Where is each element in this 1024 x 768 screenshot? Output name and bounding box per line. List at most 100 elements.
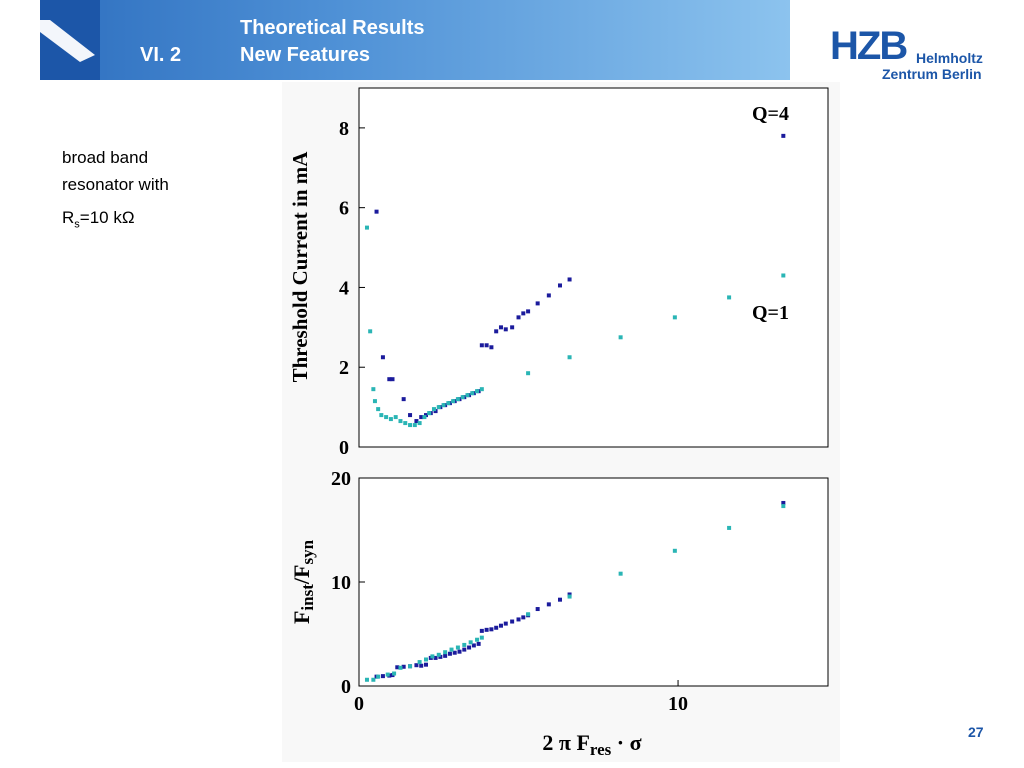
threshold-point-q1 <box>526 371 531 376</box>
bottom-x-tick-label: 0 <box>354 693 364 715</box>
threshold-point-q4 <box>374 209 379 214</box>
rs-subscript: s <box>74 218 80 231</box>
frequency-point-q1 <box>618 571 623 576</box>
x-label-2pi: 2 π F <box>542 730 590 755</box>
bottom-ticks: 0 10 20 0 10 <box>331 468 688 715</box>
description-line-1: broad band <box>62 148 149 167</box>
page-number: 27 <box>968 724 984 740</box>
threshold-point-q1 <box>393 415 398 420</box>
threshold-point-q1 <box>384 415 389 420</box>
threshold-point-q4 <box>546 293 551 298</box>
frequency-point-q1 <box>672 548 677 553</box>
chevron-decoration-icon <box>40 20 95 62</box>
top-plot-frame <box>358 87 829 448</box>
frequency-point-q4 <box>438 654 443 659</box>
frequency-point-q1 <box>392 671 397 676</box>
frequency-point-q4 <box>479 628 484 633</box>
threshold-point-q4 <box>498 325 503 330</box>
x-axis-label: 2 π Fres · σ <box>542 730 641 759</box>
frequency-point-q1 <box>781 504 786 509</box>
frequency-point-q1 <box>376 674 381 679</box>
threshold-point-q4 <box>521 311 526 316</box>
resistance-value: Rs=10 kΩ <box>62 204 169 238</box>
frequency-point-q4 <box>521 615 526 620</box>
threshold-point-q4 <box>401 397 406 402</box>
frequency-point-q1 <box>462 642 467 647</box>
frequency-point-q4 <box>567 592 572 597</box>
description-text: broad band resonator with Rs=10 kΩ <box>62 144 169 238</box>
frequency-point-q1 <box>364 677 369 682</box>
threshold-point-q1 <box>417 421 422 426</box>
header-band <box>40 0 790 80</box>
threshold-point-q4 <box>387 377 392 382</box>
frequency-point-q1 <box>727 525 732 530</box>
frequency-point-q4 <box>781 500 786 505</box>
threshold-point-q1 <box>465 393 470 398</box>
threshold-point-q1 <box>431 407 436 412</box>
threshold-point-q1 <box>781 273 786 278</box>
frequency-point-q1 <box>424 657 428 662</box>
bottom-plot-frame <box>358 477 829 687</box>
frequency-point-q1 <box>408 664 413 669</box>
y-label-inst: inst <box>298 584 317 611</box>
threshold-point-q4 <box>390 377 395 382</box>
threshold-point-q1 <box>364 225 369 230</box>
frequency-point-q4 <box>447 651 452 656</box>
threshold-point-q1 <box>618 335 623 340</box>
threshold-point-q1 <box>470 391 475 396</box>
threshold-point-q4 <box>489 345 494 350</box>
threshold-point-q1 <box>371 387 376 392</box>
section-number: VI. 2 <box>140 44 182 66</box>
threshold-point-q1 <box>451 399 456 404</box>
threshold-point-q1 <box>376 407 381 412</box>
frequency-point-q1 <box>385 672 390 677</box>
threshold-point-q4 <box>510 325 515 330</box>
threshold-point-q1 <box>436 405 441 410</box>
frequency-point-q4 <box>535 607 540 612</box>
annotation-q1: Q=1 <box>752 302 789 324</box>
frequency-point-q4 <box>467 645 472 650</box>
top-y-tick-label: 2 <box>339 357 349 379</box>
threshold-point-q4 <box>380 355 385 360</box>
hzb-logo: HZB Helmholtz Zentrum Berlin <box>830 24 990 86</box>
rs-symbol: R <box>62 208 75 227</box>
x-label-res: res <box>590 740 612 759</box>
logo-line-2: Zentrum Berlin <box>882 66 982 82</box>
top-y-ticks: 0 2 4 6 8 <box>339 118 365 459</box>
threshold-point-q1 <box>408 423 413 428</box>
bottom-x-tick-label: 10 <box>668 693 688 715</box>
frequency-point-q4 <box>395 665 400 670</box>
threshold-point-q4 <box>479 343 484 348</box>
top-y-tick-label: 8 <box>339 118 349 140</box>
top-y-axis-label: Threshold Current in mA <box>288 151 312 383</box>
frequency-point-q4 <box>462 647 467 652</box>
frequency-point-q4 <box>498 623 503 628</box>
threshold-point-q4 <box>567 277 572 282</box>
frequency-point-q4 <box>433 655 438 660</box>
frequency-point-q1 <box>479 635 484 640</box>
threshold-point-q1 <box>441 403 446 408</box>
threshold-point-q1 <box>368 329 373 334</box>
y-label-syn: syn <box>298 539 317 564</box>
frequency-point-q4 <box>401 664 406 669</box>
frequency-point-q4 <box>414 663 419 668</box>
bottom-y-tick-label: 10 <box>331 572 351 594</box>
frequency-point-q1 <box>371 677 376 682</box>
threshold-point-q1 <box>422 415 427 420</box>
frequency-point-q4 <box>476 641 481 646</box>
description-line-2: resonator with <box>62 175 169 194</box>
top-y-tick-label: 6 <box>339 198 349 220</box>
frequency-point-q4 <box>494 625 499 630</box>
threshold-point-q4 <box>484 343 489 348</box>
threshold-point-q1 <box>455 397 460 402</box>
threshold-point-q1 <box>403 421 408 426</box>
plot-panel: 0 2 4 6 8 0 10 20 0 10 Threshold Current in mA F… <box>282 82 840 762</box>
frequency-point-q4 <box>380 674 385 679</box>
logo-line-1: Helmholtz <box>916 50 983 66</box>
threshold-point-q1 <box>727 295 732 300</box>
threshold-point-q1 <box>672 315 677 320</box>
frequency-point-q4 <box>546 602 551 607</box>
threshold-point-q1 <box>379 413 384 418</box>
frequency-point-q1 <box>455 645 460 650</box>
bottom-y-tick-label: 20 <box>331 468 351 490</box>
